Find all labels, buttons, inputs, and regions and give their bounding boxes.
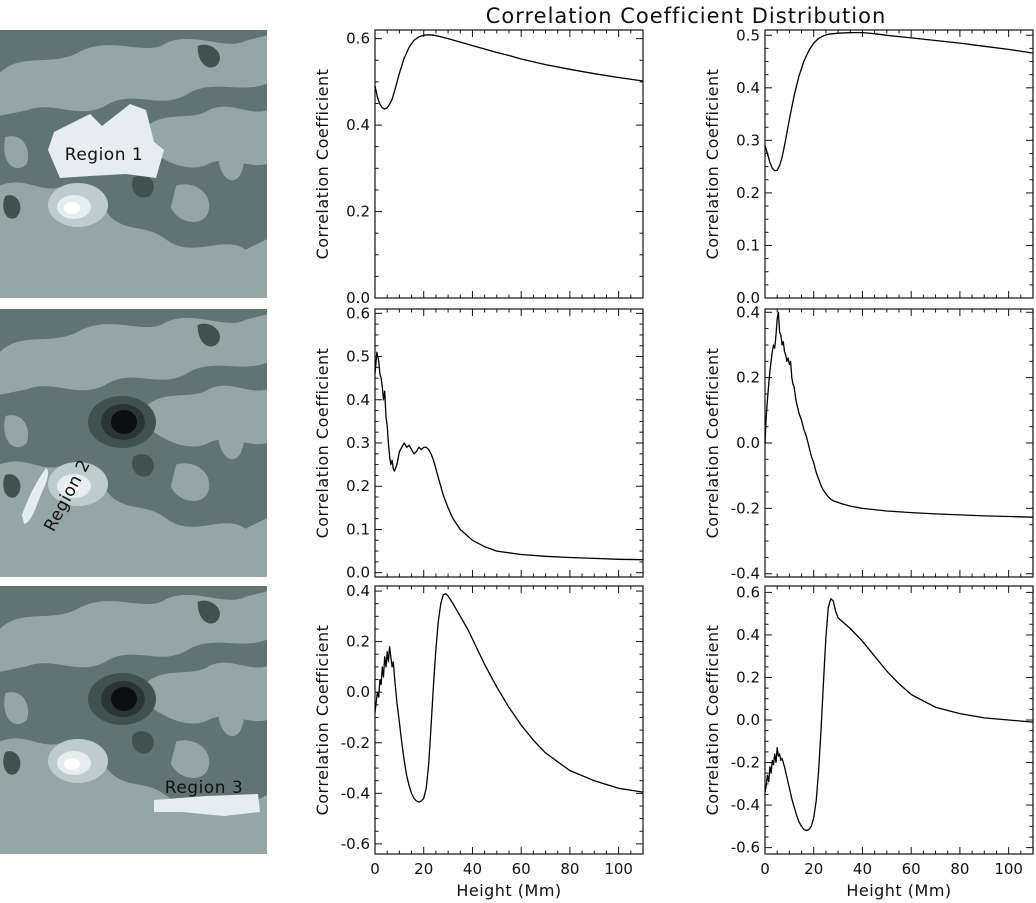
y-tick-label: 0.4 xyxy=(736,626,760,644)
highlighted-region xyxy=(22,468,49,524)
x-tick-label: 0 xyxy=(370,860,380,878)
x-tick-label: 100 xyxy=(994,860,1023,878)
y-tick-label: 0.0 xyxy=(736,711,760,729)
y-tick-label: 0.2 xyxy=(736,184,760,202)
bright-plage xyxy=(48,183,108,227)
region-map-3: Region 3 xyxy=(0,586,267,854)
y-axis-label: Correlation Coefficient xyxy=(703,625,722,816)
region-maps: Region 1 Region 2 Region 3 xyxy=(0,30,267,854)
y-tick-label: -0.4 xyxy=(731,565,760,583)
y-tick-label: 0.0 xyxy=(346,289,370,307)
y-tick-label: -0.4 xyxy=(731,796,760,814)
y-axis-label: Correlation Coefficient xyxy=(703,348,722,539)
chart-r1c2: 0.0 0.1 0.2 0.3 0.4 0.5 Correlation Coefficien… xyxy=(703,26,1034,307)
y-tick-label: 0.3 xyxy=(736,131,760,149)
x-axis-label: Height (Mm) xyxy=(456,881,561,900)
plot-frame xyxy=(764,308,1034,578)
bright-plage xyxy=(48,462,108,506)
correlation-curve xyxy=(764,31,1034,172)
x-tick-label: 20 xyxy=(414,860,433,878)
y-tick-label: 0.4 xyxy=(346,391,370,409)
y-tick-label: 0.1 xyxy=(346,520,370,538)
region-map-2: Region 2 xyxy=(0,309,267,577)
x-tick-label: 60 xyxy=(902,860,921,878)
y-axis-label: Correlation Coefficient xyxy=(703,69,722,260)
x-tick-label: 60 xyxy=(512,860,531,878)
x-tick-label: 80 xyxy=(560,860,579,878)
highlighted-region xyxy=(154,794,260,816)
correlation-curve xyxy=(374,34,644,110)
y-tick-label: 0.0 xyxy=(346,564,370,582)
x-tick-label: 40 xyxy=(853,860,872,878)
y-tick-label: 0.0 xyxy=(736,289,760,307)
chart-r3c2: -0.6 -0.4 -0.2 0.0 0.2 0.4 0.6 0 20 40 60 80 100 Corr… xyxy=(703,583,1034,900)
plot-frame xyxy=(764,29,1034,299)
y-tick-label: -0.2 xyxy=(341,734,370,752)
x-tick-label: 20 xyxy=(804,860,823,878)
y-axis-label: Correlation Coefficient xyxy=(313,348,332,539)
plot-frame xyxy=(374,308,644,578)
chart-r3c1: -0.6 -0.4 -0.2 0.0 0.2 0.4 0 20 40 60 80 100 Correla… xyxy=(313,582,644,900)
y-tick-label: -0.2 xyxy=(731,754,760,772)
y-tick-label: -0.2 xyxy=(731,499,760,517)
map-contours xyxy=(0,314,267,577)
y-axis-label: Correlation Coefficient xyxy=(313,69,332,260)
x-axis-label: Height (Mm) xyxy=(846,881,951,900)
plot-frame xyxy=(374,29,644,299)
correlation-curve xyxy=(764,598,1034,832)
y-tick-label: 0.2 xyxy=(346,633,370,651)
chart-r1c1: 0.0 0.2 0.4 0.6 Correlation Coefficient xyxy=(313,29,644,307)
y-tick-label: 0.2 xyxy=(346,203,370,221)
chart-r2c2: -0.4 -0.2 0.0 0.2 0.4 Correlation Coefficient xyxy=(703,303,1034,583)
y-tick-label: 0.2 xyxy=(346,477,370,495)
y-tick-label: 0.6 xyxy=(346,30,370,48)
correlation-curve xyxy=(374,351,644,561)
y-tick-label: 0.6 xyxy=(346,304,370,322)
sunspot xyxy=(88,396,156,448)
region-label: Region 1 xyxy=(65,145,143,165)
y-tick-label: 0.4 xyxy=(736,303,760,321)
y-tick-label: 0.3 xyxy=(346,434,370,452)
y-tick-label: 0.0 xyxy=(346,683,370,701)
chart-r2c1: 0.0 0.1 0.2 0.3 0.4 0.5 0.6 Correlation Coeffic… xyxy=(313,304,644,582)
region-map-1: Region 1 xyxy=(0,30,267,298)
y-tick-label: -0.4 xyxy=(341,784,370,802)
figure-title: Correlation Coefficient Distribution xyxy=(486,4,887,28)
plot-frame xyxy=(764,585,1034,855)
y-tick-label: 0.5 xyxy=(346,348,370,366)
y-tick-label: 0.4 xyxy=(736,79,760,97)
bright-plage xyxy=(48,739,108,783)
region-label: Region 3 xyxy=(165,778,243,798)
y-tick-label: -0.6 xyxy=(341,835,370,853)
x-tick-label: 100 xyxy=(604,860,633,878)
highlighted-region xyxy=(48,104,164,178)
y-tick-label: 0.4 xyxy=(346,116,370,134)
y-tick-label: 0.4 xyxy=(346,582,370,600)
y-tick-label: 0.6 xyxy=(736,583,760,601)
y-tick-label: -0.6 xyxy=(731,839,760,857)
y-tick-label: 0.5 xyxy=(736,26,760,44)
x-tick-label: 80 xyxy=(950,860,969,878)
plot-frame xyxy=(374,585,644,855)
correlation-curve xyxy=(764,311,1034,518)
y-tick-label: 0.1 xyxy=(736,236,760,254)
correlation-curve xyxy=(374,592,644,803)
y-tick-label: 0.2 xyxy=(736,369,760,387)
y-axis-label: Correlation Coefficient xyxy=(313,625,332,816)
y-tick-label: 0.2 xyxy=(736,668,760,686)
x-tick-label: 40 xyxy=(463,860,482,878)
y-tick-label: 0.0 xyxy=(736,434,760,452)
sunspot xyxy=(88,673,156,725)
x-tick-label: 0 xyxy=(760,860,770,878)
